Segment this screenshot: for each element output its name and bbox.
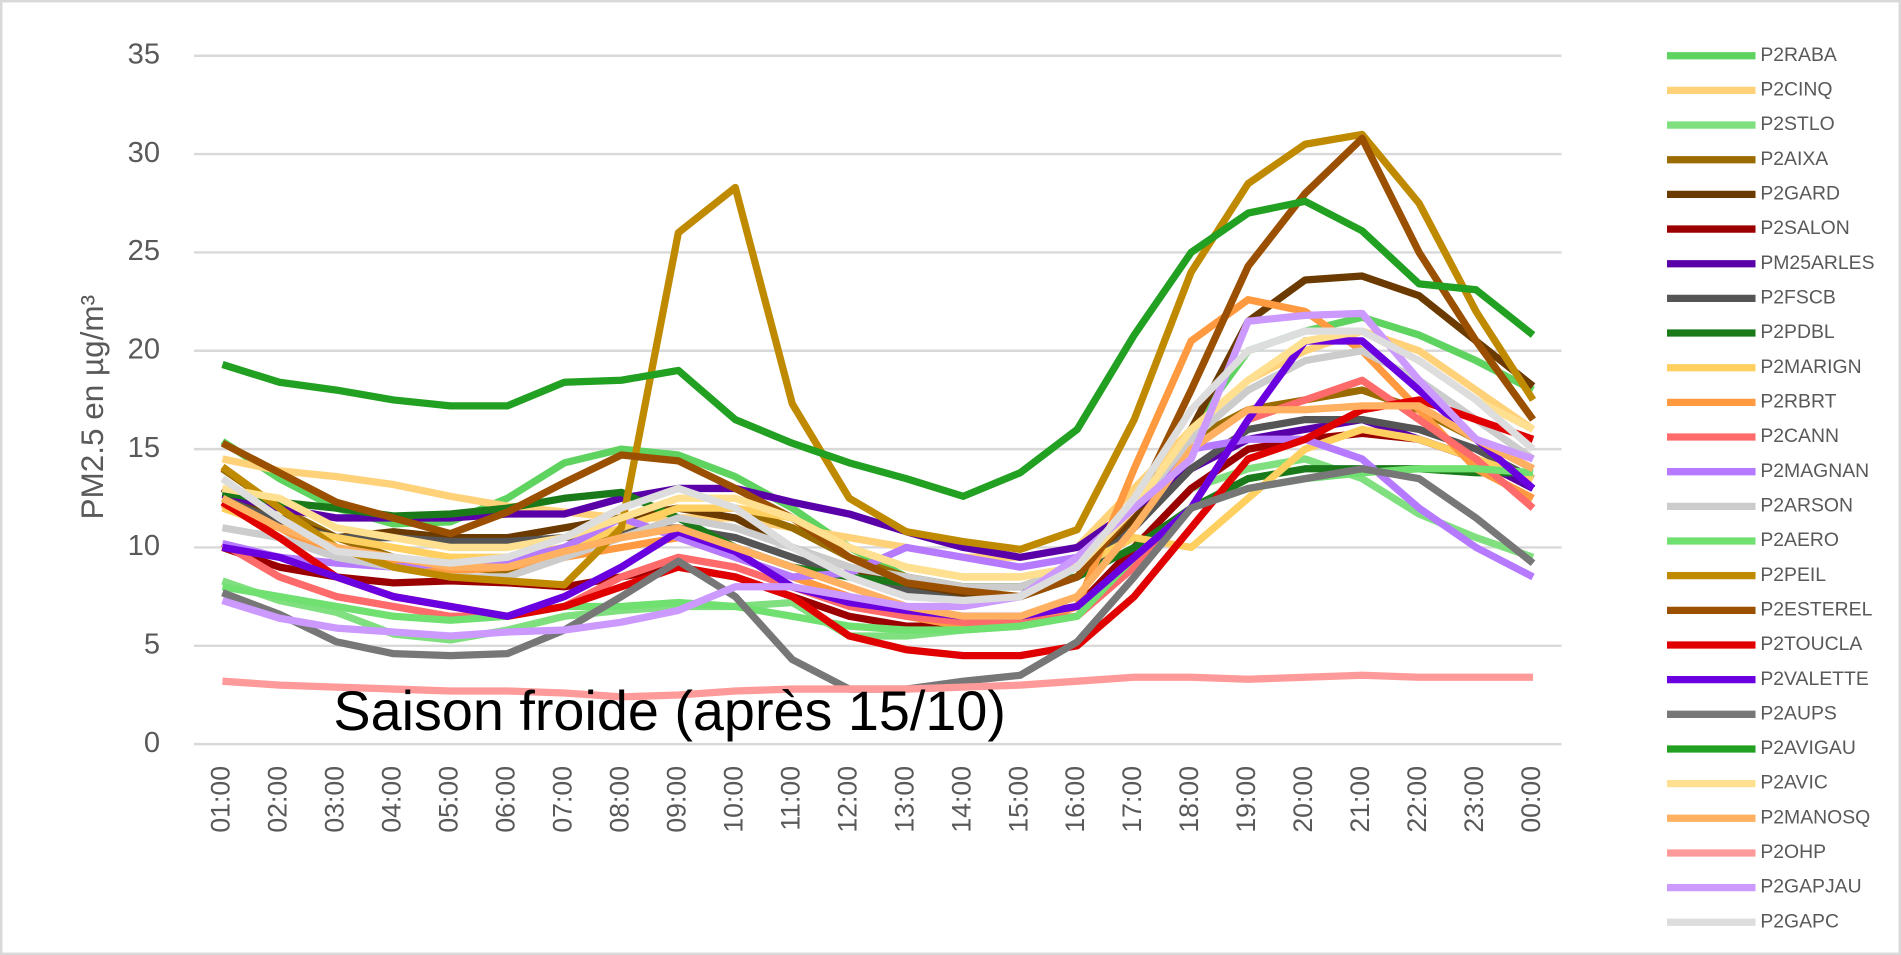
legend-label: P2AIXA xyxy=(1760,148,1828,170)
legend-label: P2CINQ xyxy=(1760,79,1832,101)
legend-label: P2VALETTE xyxy=(1760,668,1868,690)
y-tick-label: 10 xyxy=(128,530,160,562)
x-tick-label: 20:00 xyxy=(1288,766,1318,833)
legend-label: P2ESTEREL xyxy=(1760,598,1872,620)
x-tick-label: 14:00 xyxy=(946,766,976,833)
x-tick-label: 21:00 xyxy=(1345,766,1375,833)
series-line xyxy=(220,134,1536,601)
legend-label: P2ARSON xyxy=(1760,494,1853,516)
x-tick-label: 07:00 xyxy=(547,766,577,833)
y-axis-label: PM2.5 en µg/m³ xyxy=(74,295,110,520)
legend-label: P2PDBL xyxy=(1760,321,1835,343)
x-tick-label: 01:00 xyxy=(206,766,236,833)
series-line xyxy=(220,327,1536,605)
legend-label: P2MARIGN xyxy=(1760,356,1861,378)
series-line xyxy=(221,327,1535,581)
legend-label: P2FSCB xyxy=(1760,287,1835,309)
legend-label: P2AUPS xyxy=(1760,702,1837,724)
x-tick-label: 11:00 xyxy=(775,766,805,831)
series-line xyxy=(221,465,1534,591)
y-tick-label: 0 xyxy=(144,727,160,759)
legend-label: P2GAPC xyxy=(1760,910,1839,932)
y-tick-label: 30 xyxy=(128,137,160,169)
x-tick-label: 19:00 xyxy=(1231,766,1261,833)
y-tick-label: 20 xyxy=(128,333,160,365)
legend-label: P2AVIGAU xyxy=(1760,737,1856,759)
x-tick-label: 16:00 xyxy=(1060,766,1090,833)
legend-label: P2GARD xyxy=(1760,183,1840,205)
x-tick-label: 23:00 xyxy=(1459,766,1489,833)
legend-label: P2AVIC xyxy=(1760,772,1828,794)
series-line xyxy=(221,197,1536,500)
x-tick-label: 05:00 xyxy=(433,766,463,833)
x-tick-label: 00:00 xyxy=(1516,766,1546,833)
legend-label: P2MANOSQ xyxy=(1760,806,1870,828)
legend-label: P2RBRT xyxy=(1760,390,1836,412)
legend-label: P2AERO xyxy=(1760,529,1839,551)
series-line xyxy=(220,376,1536,626)
x-tick-label: 12:00 xyxy=(832,766,862,833)
annotation: Saison froide (après 15/10) xyxy=(333,680,1006,742)
y-tick-label: 25 xyxy=(128,235,160,267)
x-tick-label: 06:00 xyxy=(490,766,520,833)
x-tick-label: 18:00 xyxy=(1174,766,1204,833)
y-tick-label: 5 xyxy=(144,628,160,660)
legend-label: P2STLO xyxy=(1760,113,1834,135)
legend-label: P2RABA xyxy=(1760,44,1837,66)
legend-label: P2GAPJAU xyxy=(1760,876,1861,898)
legend-label: P2SALON xyxy=(1760,217,1849,239)
x-tick-label: 13:00 xyxy=(889,766,919,833)
y-tick-label: 35 xyxy=(128,38,160,70)
legend-label: P2PEIL xyxy=(1760,564,1826,586)
series-line xyxy=(221,309,1535,640)
x-tick-label: 08:00 xyxy=(604,766,634,833)
x-tick-label: 10:00 xyxy=(718,766,748,833)
legend-label: P2TOUCLA xyxy=(1760,633,1862,655)
y-tick-label: 15 xyxy=(128,432,160,464)
x-tick-label: 22:00 xyxy=(1402,766,1432,833)
series-line xyxy=(221,327,1536,561)
x-tick-label: 03:00 xyxy=(319,766,349,833)
legend-label: P2OHP xyxy=(1760,841,1826,863)
x-tick-label: 15:00 xyxy=(1003,766,1033,833)
series-line xyxy=(222,671,1534,701)
legend-label: PM25ARLES xyxy=(1760,252,1874,274)
legend-label: P2CANN xyxy=(1760,425,1839,447)
x-tick-label: 09:00 xyxy=(661,766,691,833)
x-tick-label: 02:00 xyxy=(262,766,292,833)
x-tick-label: 04:00 xyxy=(376,766,406,833)
series-line xyxy=(220,130,1537,589)
x-tick-label: 17:00 xyxy=(1117,766,1147,833)
legend-label: P2MAGNAN xyxy=(1760,460,1869,482)
